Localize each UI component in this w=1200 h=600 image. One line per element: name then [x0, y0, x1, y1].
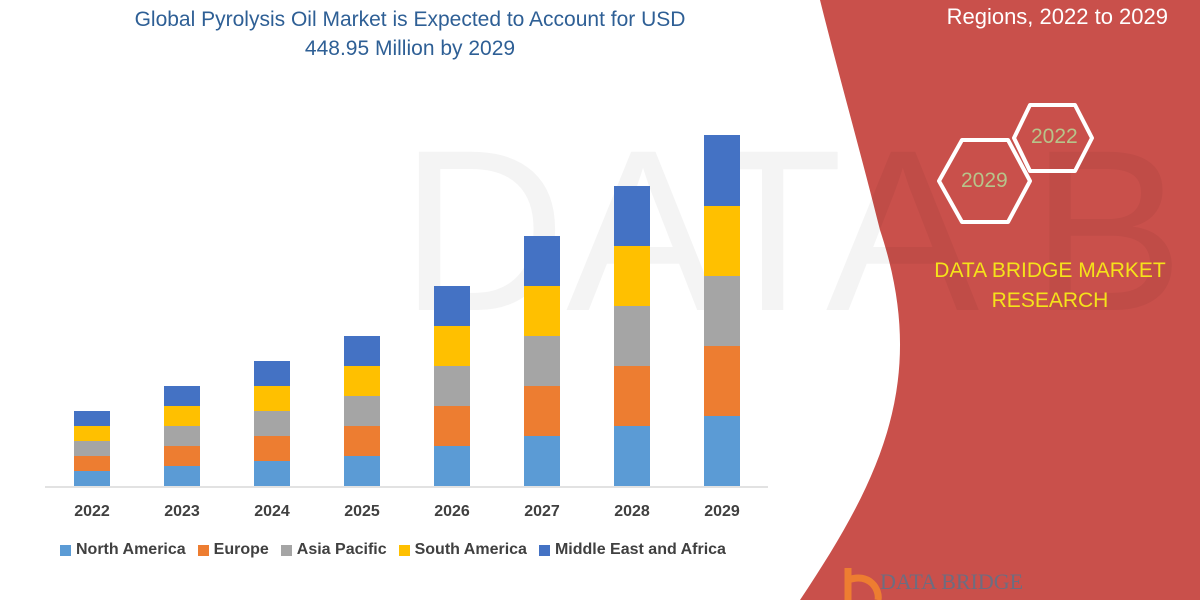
brand-line-1: DATA BRIDGE MARKET: [934, 259, 1166, 282]
legend-swatch: [60, 544, 71, 556]
legend-item: Europe: [197, 541, 269, 559]
bar-segment-2029-south-america: [704, 206, 740, 276]
legend-swatch: [280, 544, 292, 556]
bar-segment-2023-middle-east-and-africa: [164, 386, 200, 406]
bar-segment-2027-south-america: [524, 286, 560, 336]
bar-segment-2025-asia-pacific: [344, 396, 380, 426]
brand-line-2: RESEARCH: [991, 289, 1109, 312]
bar-segment-2028-north-america: [614, 426, 650, 486]
x-tick-label: 2027: [524, 503, 560, 520]
bar-segment-2027-europe: [524, 386, 560, 436]
legend-label: Asia Pacific: [296, 541, 387, 558]
bar-segment-2024-asia-pacific: [254, 411, 290, 436]
bar-segment-2029-asia-pacific: [704, 276, 740, 346]
bar-segment-2028-europe: [614, 366, 650, 426]
hex-label-2029: 2029: [961, 169, 1008, 192]
bar-segment-2023-europe: [164, 446, 200, 466]
bar-segment-2025-north-america: [344, 456, 380, 486]
bar-segment-2027-asia-pacific: [524, 336, 560, 386]
bar-segment-2027-middle-east-and-africa: [524, 236, 560, 286]
panel-subtitle: Regions, 2022 to 2029: [946, 4, 1168, 29]
bar-segment-2026-europe: [434, 406, 470, 446]
bar-segment-2029-middle-east-and-africa: [704, 135, 740, 206]
bar-segment-2022-europe: [74, 456, 110, 471]
x-tick-label: 2024: [254, 503, 290, 520]
bar-segment-2023-asia-pacific: [164, 426, 200, 446]
bars: [74, 135, 740, 486]
bar-segment-2025-south-america: [344, 366, 380, 396]
bar-segment-2023-south-america: [164, 406, 200, 426]
bar-segment-2026-south-america: [434, 326, 470, 366]
legend-label: Europe: [213, 541, 269, 558]
bar-segment-2028-south-america: [614, 246, 650, 306]
bar-segment-2024-north-america: [254, 461, 290, 486]
hexagon-2022: [1012, 103, 1094, 173]
legend-label: Middle East and Africa: [554, 541, 726, 558]
logo-icon: [844, 568, 882, 600]
legend-swatch: [197, 544, 209, 556]
bar-segment-2024-middle-east-and-africa: [254, 361, 290, 386]
legend-swatch: [538, 544, 550, 556]
bar-segment-2029-europe: [704, 346, 740, 416]
hexagon-2029: [937, 138, 1032, 224]
bar-segment-2026-asia-pacific: [434, 366, 470, 406]
bar-segment-2029-north-america: [704, 416, 740, 486]
legend-item: Middle East and Africa: [538, 541, 726, 559]
brand-text: DATA BRIDGE MARKET RESEARCH: [915, 256, 1185, 316]
x-tick-label: 2025: [344, 503, 380, 520]
x-tick-label: 2022: [74, 503, 110, 520]
x-tick-label: 2028: [614, 503, 650, 520]
x-tick-label: 2023: [164, 503, 200, 520]
bar-segment-2023-north-america: [164, 466, 200, 486]
bar-segment-2026-north-america: [434, 446, 470, 486]
title-line-2: 448.95 Million by 2029: [304, 37, 516, 60]
x-tick-label: 2026: [434, 503, 470, 520]
legend-swatch: [398, 544, 410, 556]
legend-item: South America: [398, 541, 527, 559]
bar-segment-2025-europe: [344, 426, 380, 456]
bar-segment-2024-south-america: [254, 386, 290, 411]
bar-segment-2022-middle-east-and-africa: [74, 411, 110, 426]
legend-label: South America: [414, 541, 527, 558]
red-panel: [800, 0, 1200, 600]
bar-segment-2027-north-america: [524, 436, 560, 486]
bar-segment-2025-middle-east-and-africa: [344, 336, 380, 366]
bar-segment-2028-middle-east-and-africa: [614, 186, 650, 246]
bar-segment-2026-middle-east-and-africa: [434, 286, 470, 326]
title-line-1: Global Pyrolysis Oil Market is Expected …: [134, 8, 686, 31]
legend-label: North America: [76, 541, 186, 558]
logo-text: DATA BRIDGE: [880, 569, 1024, 594]
bar-segment-2028-asia-pacific: [614, 306, 650, 366]
bar-segment-2022-south-america: [74, 426, 110, 441]
hex-label-2022: 2022: [1031, 125, 1078, 148]
legend: North America Europe Asia Pacific South Ame…: [60, 541, 726, 559]
watermark: DATA BRIDGE: [400, 102, 1200, 359]
legend-item: Asia Pacific: [280, 541, 387, 559]
bar-segment-2024-europe: [254, 436, 290, 461]
chart-title: Global Pyrolysis Oil Market is Expected …: [60, 5, 760, 63]
bar-segment-2022-north-america: [74, 471, 110, 486]
bar-segment-2022-asia-pacific: [74, 441, 110, 456]
x-tick-label: 2029: [704, 503, 740, 520]
legend-item: North America: [60, 541, 186, 559]
